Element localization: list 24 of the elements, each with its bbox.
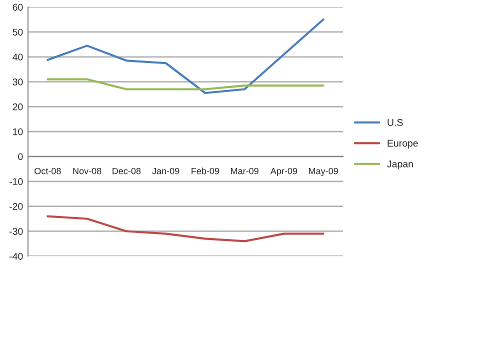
legend-label: Europe: [388, 140, 418, 149]
line-series: [46, 215, 324, 242]
x-tick-label: Mar-09: [231, 168, 258, 174]
x-tick-label: Apr-09: [270, 168, 298, 176]
x-tick-label: Oct-08: [34, 168, 61, 174]
x-tick-label: Feb-09: [192, 168, 220, 174]
y-tick-label: 0: [18, 153, 23, 160]
x-tick-label: Dec-08: [112, 168, 141, 174]
x-tick-label: Jan-09: [152, 168, 180, 174]
y-tick-label: 10: [13, 128, 23, 136]
y-tick-label: 60: [12, 4, 23, 11]
y-tick-label: 30: [12, 78, 23, 86]
y-tick-label: 40: [12, 54, 23, 61]
y-tick-label: -10: [10, 178, 23, 186]
y-tick-label: -40: [10, 252, 23, 260]
x-tick-label: May-09: [309, 168, 338, 176]
legend-label: Japan: [387, 160, 413, 170]
line-series: [46, 18, 324, 94]
y-tick-label: -30: [10, 228, 23, 235]
x-tick-label: Nov-08: [73, 168, 102, 174]
y-tick-label: -20: [10, 203, 23, 210]
y-tick-label: 50: [12, 28, 23, 36]
legend-label: U.S: [388, 119, 403, 126]
y-tick-label: 20: [12, 103, 23, 110]
